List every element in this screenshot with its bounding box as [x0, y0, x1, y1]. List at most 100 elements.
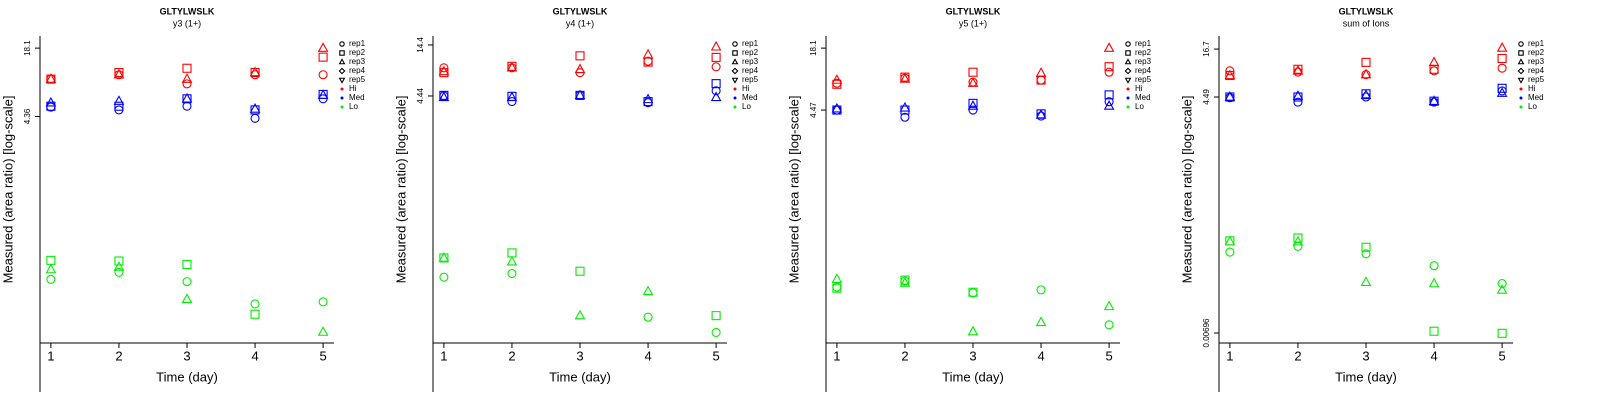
point	[710, 91, 722, 102]
legend-marker	[732, 41, 738, 47]
x-axis-title: Time (day)	[942, 369, 1004, 384]
panel: GLTYLWSLK y4 (1+) Measured (area ratio) [l…	[393, 6, 759, 392]
legend-label: rep2	[742, 48, 759, 57]
legend-marker	[1124, 58, 1132, 65]
point	[711, 62, 721, 72]
legend-label: Med	[1528, 93, 1544, 102]
panel: GLTYLWSLK y3 (1+) Measured (area ratio) [l…	[0, 6, 366, 392]
point	[317, 42, 329, 52]
point	[1293, 241, 1303, 251]
point	[1428, 95, 1440, 105]
point	[439, 272, 449, 282]
point	[113, 95, 125, 105]
legend-label: rep5	[742, 75, 759, 84]
legend-label: rep3	[1135, 57, 1152, 66]
legend-marker	[1517, 67, 1525, 75]
legend-label: Med	[1135, 93, 1151, 102]
point	[438, 65, 450, 76]
legend-dot	[1519, 87, 1523, 91]
point	[968, 288, 978, 298]
point	[900, 112, 910, 122]
point	[317, 326, 329, 336]
chart-title: GLTYLWSLK	[160, 6, 215, 16]
legend-marker	[338, 77, 346, 84]
point	[1293, 233, 1303, 243]
legend-dot	[1126, 96, 1130, 100]
point	[250, 105, 260, 115]
legend-marker	[339, 50, 345, 56]
point	[1429, 326, 1439, 336]
point	[1104, 97, 1114, 107]
legend-dot	[1519, 96, 1523, 100]
point	[1104, 67, 1114, 77]
x-tick-label: 1	[833, 348, 840, 363]
point	[1360, 68, 1372, 79]
legend-label: rep4	[349, 66, 366, 75]
y-tick-label: 18.1	[23, 40, 32, 56]
point	[1360, 89, 1372, 100]
legend-label: rep3	[1528, 57, 1545, 66]
x-tick-label: 1	[47, 348, 54, 363]
legend-label: Med	[349, 93, 365, 102]
panel: GLTYLWSLK y5 (1+) Measured (area ratio) [l…	[786, 6, 1152, 392]
legend-marker	[338, 58, 346, 65]
y-tick-label: 4.36	[23, 108, 32, 124]
y-tick-label: 4.49	[1202, 89, 1211, 105]
legend-label: rep5	[1135, 75, 1152, 84]
point	[113, 261, 125, 271]
point	[318, 297, 328, 307]
point	[1035, 316, 1047, 327]
legend-marker	[731, 67, 739, 75]
point	[1292, 235, 1304, 246]
point	[1497, 328, 1507, 338]
point	[711, 52, 721, 62]
point	[250, 113, 260, 123]
point	[1104, 320, 1114, 330]
x-tick-label: 3	[1362, 348, 1369, 363]
point	[642, 285, 654, 296]
point	[1292, 90, 1304, 100]
x-tick-label: 2	[901, 348, 908, 363]
x-axis-title: Time (day)	[549, 369, 611, 384]
legend-label: Hi	[742, 84, 750, 93]
point	[181, 73, 193, 83]
point	[439, 90, 449, 100]
legend-label: Lo	[742, 102, 751, 111]
point	[1293, 97, 1303, 107]
point	[1103, 100, 1115, 110]
point	[899, 277, 911, 287]
point	[439, 63, 449, 73]
point	[1036, 285, 1046, 295]
point	[114, 67, 124, 78]
x-axis-title: Time (day)	[156, 369, 218, 384]
point	[574, 63, 586, 74]
legend-marker	[1125, 50, 1131, 56]
chart-subtitle: y3 (1+)	[173, 18, 201, 28]
point	[1361, 242, 1371, 252]
point	[438, 91, 450, 102]
point	[1429, 261, 1439, 271]
point	[506, 255, 518, 266]
y-tick-label: 16.7	[1202, 41, 1211, 57]
legend-marker	[1518, 41, 1524, 47]
legend-dot	[1126, 105, 1130, 109]
chart-subtitle: sum of Ions	[1343, 18, 1390, 28]
x-tick-label: 5	[1498, 348, 1505, 363]
point	[1292, 64, 1304, 75]
legend-label: Hi	[1528, 84, 1536, 93]
point	[317, 89, 329, 99]
legend-label: rep1	[349, 39, 366, 48]
point	[711, 86, 721, 96]
point	[968, 98, 978, 108]
legend-label: rep2	[349, 48, 366, 57]
point	[900, 275, 910, 285]
point	[114, 101, 124, 111]
point	[968, 105, 978, 115]
x-tick-label: 3	[183, 348, 190, 363]
legend-label: rep2	[1135, 48, 1152, 57]
legend-marker	[1517, 77, 1525, 84]
x-tick-label: 5	[1105, 348, 1112, 363]
point	[1225, 66, 1235, 76]
legend-label: rep1	[742, 39, 759, 48]
